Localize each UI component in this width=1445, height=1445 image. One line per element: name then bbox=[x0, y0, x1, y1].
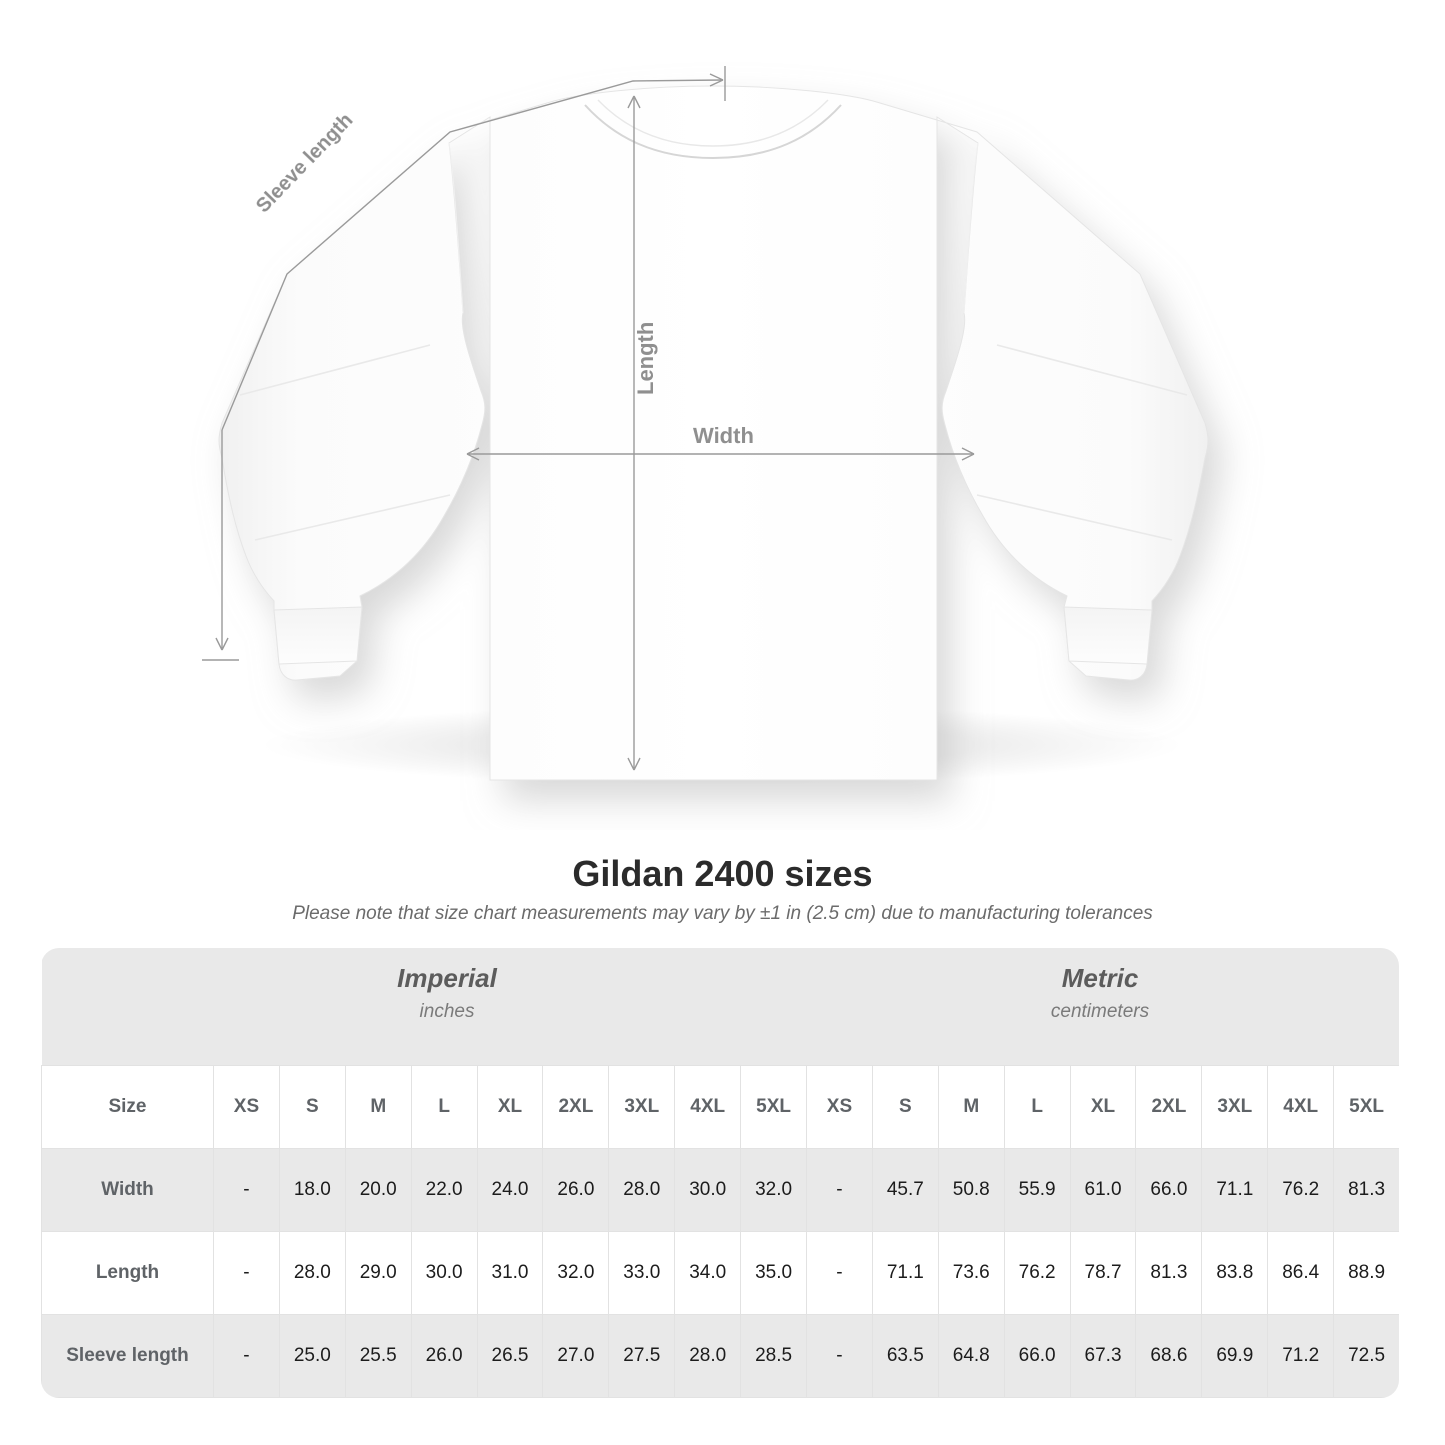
svg-text:Width: Width bbox=[693, 423, 754, 448]
